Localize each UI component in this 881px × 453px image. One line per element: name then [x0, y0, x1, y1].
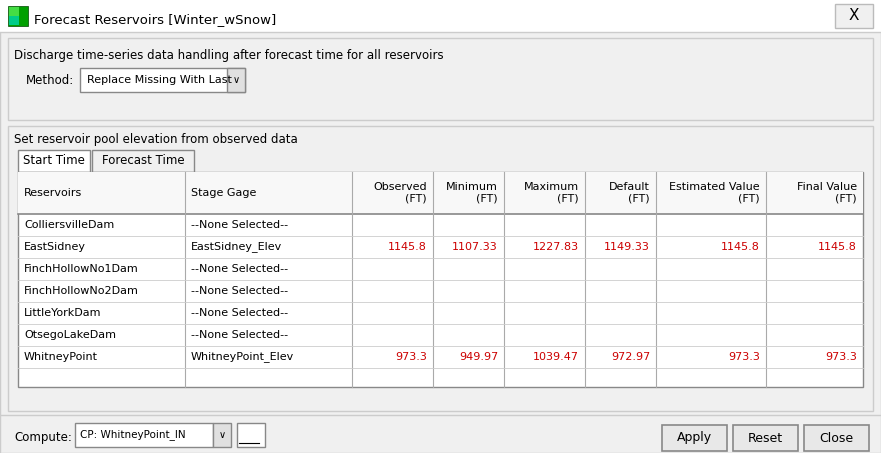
Text: 1039.47: 1039.47 — [533, 352, 579, 362]
Text: Maximum
(FT): Maximum (FT) — [524, 182, 579, 204]
Text: --None Selected--: --None Selected-- — [191, 220, 288, 230]
Bar — [240, 429, 244, 443]
Bar — [80, 68, 245, 92]
Text: Final Value
(FT): Final Value (FT) — [797, 182, 857, 204]
Bar — [75, 423, 213, 447]
Text: EastSidney: EastSidney — [24, 242, 86, 252]
Text: ∨: ∨ — [218, 430, 226, 440]
Text: 973.3: 973.3 — [728, 352, 760, 362]
Text: Method:: Method: — [26, 73, 74, 87]
Bar — [0, 0, 881, 32]
Text: EastSidney_Elev: EastSidney_Elev — [191, 241, 282, 252]
Text: 1145.8: 1145.8 — [722, 242, 760, 252]
Bar — [804, 425, 869, 451]
Bar — [733, 425, 798, 451]
Text: FinchHollowNo1Dam: FinchHollowNo1Dam — [24, 264, 138, 274]
Text: Apply: Apply — [677, 432, 712, 444]
Text: Minimum
(FT): Minimum (FT) — [446, 182, 498, 204]
Text: ColliersvilleDam: ColliersvilleDam — [24, 220, 115, 230]
Text: WhitneyPoint: WhitneyPoint — [24, 352, 98, 362]
Text: Set reservoir pool elevation from observed data: Set reservoir pool elevation from observ… — [14, 134, 298, 146]
Text: Compute:: Compute: — [14, 430, 72, 443]
Bar — [8, 126, 873, 411]
Text: --None Selected--: --None Selected-- — [191, 264, 288, 274]
Text: Forecast Reservoirs [Winter_wSnow]: Forecast Reservoirs [Winter_wSnow] — [34, 14, 277, 26]
Text: Forecast Time: Forecast Time — [101, 154, 184, 168]
Text: Observed
(FT): Observed (FT) — [374, 182, 427, 204]
Text: 1227.83: 1227.83 — [533, 242, 579, 252]
Text: Close: Close — [819, 432, 853, 444]
Text: CP: WhitneyPoint_IN: CP: WhitneyPoint_IN — [80, 429, 186, 440]
Bar — [18, 172, 863, 387]
Text: 1145.8: 1145.8 — [818, 242, 857, 252]
Bar — [92, 150, 194, 172]
Text: Estimated Value
(FT): Estimated Value (FT) — [670, 182, 760, 204]
Text: Default
(FT): Default (FT) — [609, 182, 650, 204]
Text: 972.97: 972.97 — [611, 352, 650, 362]
Text: 1107.33: 1107.33 — [452, 242, 498, 252]
Bar — [662, 425, 727, 451]
Text: Stage Gage: Stage Gage — [191, 188, 256, 198]
Text: ∨: ∨ — [233, 75, 240, 85]
Bar — [18, 172, 863, 214]
Text: FinchHollowNo2Dam: FinchHollowNo2Dam — [24, 286, 139, 296]
Text: --None Selected--: --None Selected-- — [191, 330, 288, 340]
Text: WhitneyPoint_Elev: WhitneyPoint_Elev — [191, 352, 294, 362]
Bar — [252, 429, 256, 441]
Bar — [237, 423, 265, 447]
Text: 973.3: 973.3 — [825, 352, 857, 362]
Text: 1145.8: 1145.8 — [389, 242, 427, 252]
Text: --None Selected--: --None Selected-- — [191, 286, 288, 296]
Bar — [9, 7, 19, 16]
Text: X: X — [848, 9, 859, 24]
Text: 1149.33: 1149.33 — [604, 242, 650, 252]
Bar — [835, 4, 873, 28]
Text: Reset: Reset — [747, 432, 782, 444]
Bar — [9, 16, 19, 25]
Bar — [213, 423, 231, 447]
Bar — [227, 68, 245, 92]
Text: Start Time: Start Time — [23, 154, 85, 168]
Bar — [8, 38, 873, 120]
Text: Discharge time-series data handling after forecast time for all reservoirs: Discharge time-series data handling afte… — [14, 48, 444, 62]
Bar — [246, 429, 250, 439]
Text: OtsegoLakeDam: OtsegoLakeDam — [24, 330, 116, 340]
Text: --None Selected--: --None Selected-- — [191, 308, 288, 318]
Bar — [8, 6, 28, 26]
Text: Reservoirs: Reservoirs — [24, 188, 82, 198]
Text: 949.97: 949.97 — [459, 352, 498, 362]
Text: 973.3: 973.3 — [395, 352, 427, 362]
Text: Replace Missing With Last: Replace Missing With Last — [87, 75, 232, 85]
Bar — [18, 150, 90, 172]
Text: LittleYorkDam: LittleYorkDam — [24, 308, 101, 318]
